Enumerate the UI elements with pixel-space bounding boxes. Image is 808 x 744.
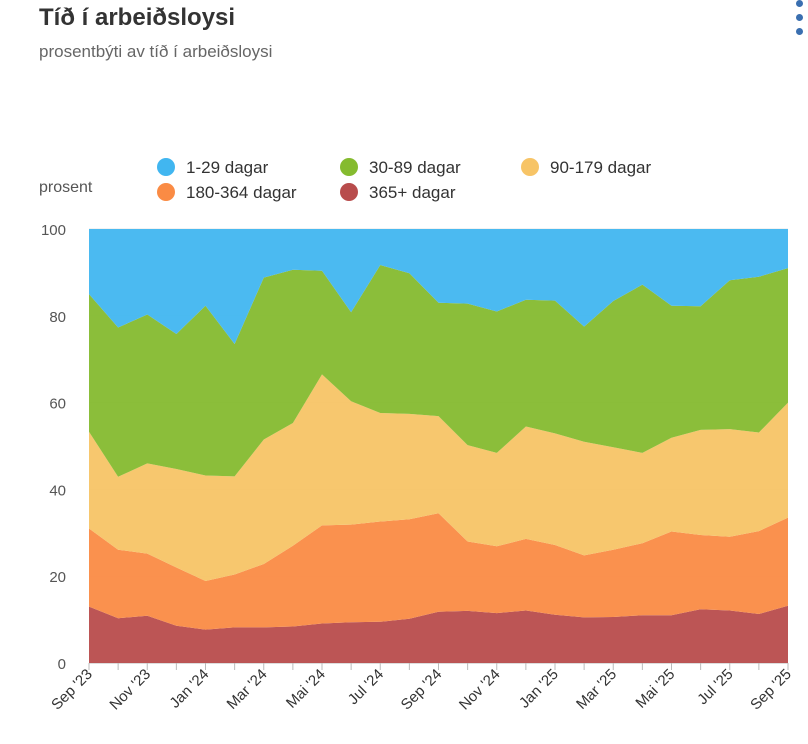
y-tick-label: 60 (49, 396, 66, 413)
y-tick-label: 80 (49, 309, 66, 326)
legend-label-1-29-dagar: 1-29 dagar (186, 158, 269, 177)
y-tick-label: 0 (58, 656, 66, 673)
legend-marker-180-364-dagar (157, 183, 175, 201)
x-tick-label: Nov '23 (106, 666, 154, 714)
x-tick-label: Sep '23 (48, 666, 96, 714)
y-axis-title: prosent (39, 179, 93, 196)
area-1-29-dagar (89, 229, 788, 344)
area-365-dagar (89, 605, 788, 663)
x-tick-label: Jul '24 (345, 666, 387, 708)
legend-label-30-89-dagar: 30-89 dagar (369, 158, 461, 177)
x-tick-label: Sep '25 (747, 666, 795, 714)
x-tick-label: Mai '24 (283, 666, 329, 712)
legend-marker-1-29-dagar (157, 158, 175, 176)
x-tick-label: Jan '25 (516, 666, 562, 712)
x-tick-label: Mar '24 (224, 666, 271, 713)
area-180-364-dagar (89, 513, 788, 630)
legend-label-90-179-dagar: 90-179 dagar (550, 158, 651, 177)
x-tick-label: Sep '24 (398, 666, 446, 714)
x-tick-label: Mai '25 (632, 666, 678, 712)
y-tick-label: 100 (41, 222, 66, 239)
x-tick-label: Jul '25 (694, 666, 736, 708)
x-tick-label: Mar '25 (573, 666, 620, 713)
x-tick-label: Jan '24 (166, 666, 212, 712)
x-tick-label: Nov '24 (456, 666, 504, 714)
more-vertical-icon[interactable] (794, 0, 804, 40)
y-tick-label: 20 (49, 569, 66, 586)
legend-marker-365-dagar (340, 183, 358, 201)
legend-label-365-dagar: 365+ dagar (369, 183, 456, 202)
legend-marker-30-89-dagar (340, 158, 358, 176)
area-30-89-dagar (89, 265, 788, 477)
area-90-179-dagar (89, 374, 788, 581)
legend-label-180-364-dagar: 180-364 dagar (186, 183, 297, 202)
chart-subtitle: prosentbýti av tíð í arbeiðsloysi (39, 42, 273, 61)
chart-title: Tíð í arbeiðsloysi (39, 4, 236, 31)
legend-marker-90-179-dagar (521, 158, 539, 176)
y-tick-label: 40 (49, 482, 66, 499)
